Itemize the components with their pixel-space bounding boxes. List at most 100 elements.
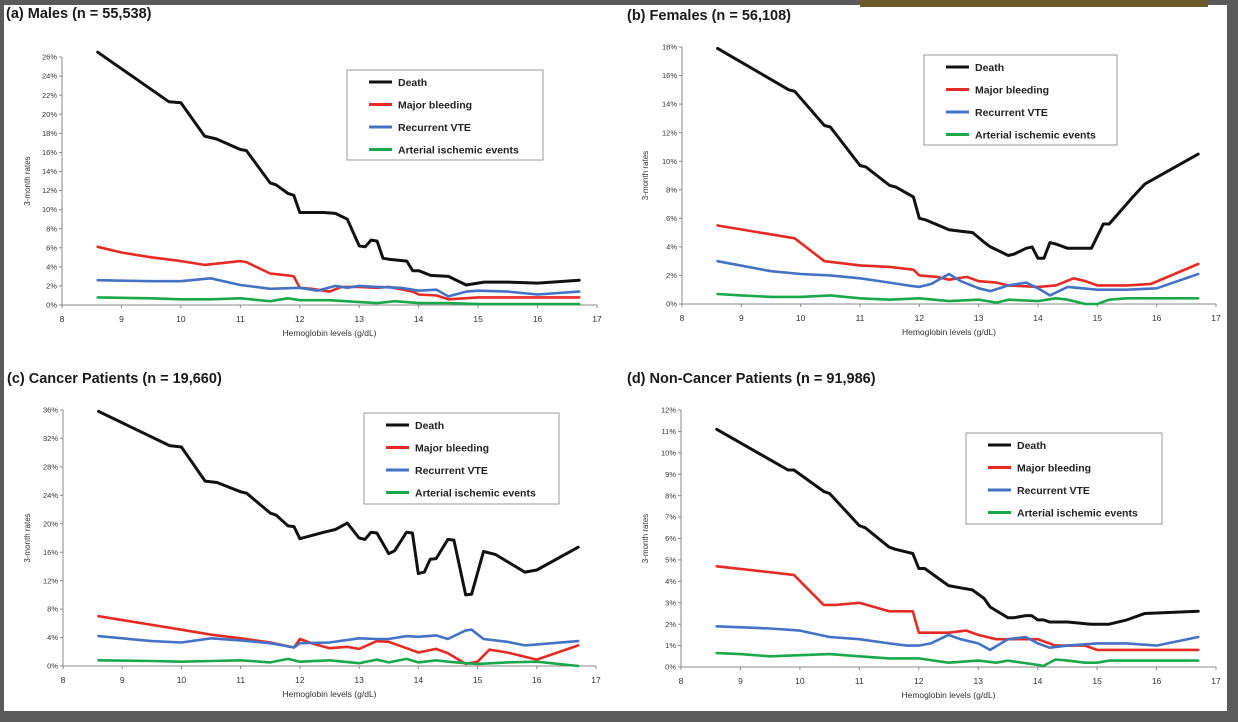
chart-c: 0% 4% 8% 12% 16% 20% 24% 28% 32% 36% 8 9 10 11 12 13 14 1… bbox=[23, 406, 601, 699]
series-line-recurrent-vte-d bbox=[715, 624, 1200, 652]
x-tick-label-b: 13 bbox=[974, 313, 984, 323]
y-tick-label-c: 24% bbox=[43, 491, 58, 500]
series-line-recurrent-vte-b bbox=[716, 259, 1200, 297]
x-axis-label-c: Hemoglobin levels (g/dL) bbox=[282, 689, 376, 699]
y-tick-label-c: 8% bbox=[47, 605, 58, 614]
legend-label-arterial-ischemic-events-a: Arterial ischemic events bbox=[398, 144, 519, 156]
legend-label-death-d: Death bbox=[1017, 440, 1046, 452]
x-tick-label-c: 12 bbox=[295, 675, 305, 685]
x-tick-label-b: 11 bbox=[856, 313, 865, 323]
y-tick-label-c: 4% bbox=[47, 633, 58, 642]
y-tick-label-c: 12% bbox=[43, 576, 58, 585]
series-line-arterial-ischemic-events-c bbox=[97, 657, 580, 668]
x-tick-label-c: 8 bbox=[61, 675, 66, 685]
y-axis-label-b: 3-month rates bbox=[641, 151, 650, 200]
y-tick-label-d: 0% bbox=[665, 663, 676, 672]
y-tick-label-a: 14% bbox=[42, 167, 57, 176]
x-tick-label-b: 14 bbox=[1033, 313, 1043, 323]
x-tick-label-c: 16 bbox=[532, 675, 542, 685]
y-tick-label-a: 24% bbox=[42, 72, 57, 81]
legend-label-major-bleeding-b: Major bleeding bbox=[975, 84, 1049, 96]
chart-b: 0% 2% 4% 6% 8% 10% 12% 14% 16% 18% 8 9 10 11 12 13 14 15 1… bbox=[641, 43, 1221, 337]
legend-label-major-bleeding-a: Major bleeding bbox=[398, 99, 472, 111]
legend-label-major-bleeding-d: Major bleeding bbox=[1017, 462, 1091, 474]
x-axis-label-a: Hemoglobin levels (g/dL) bbox=[282, 328, 376, 338]
x-tick-label-a: 10 bbox=[176, 314, 186, 324]
y-axis-label-a: 3-month rates bbox=[23, 156, 32, 205]
y-tick-label-d: 6% bbox=[665, 534, 676, 543]
x-tick-label-c: 11 bbox=[236, 675, 245, 685]
y-tick-label-a: 8% bbox=[46, 224, 57, 233]
y-tick-label-b: 18% bbox=[662, 43, 677, 52]
y-tick-label-d: 9% bbox=[665, 470, 676, 479]
y-tick-label-b: 14% bbox=[662, 100, 677, 109]
y-tick-label-c: 28% bbox=[43, 462, 58, 471]
x-tick-label-d: 17 bbox=[1211, 676, 1221, 686]
series-line-recurrent-vte-a bbox=[96, 276, 581, 298]
series-line-major-bleeding-d bbox=[715, 564, 1200, 652]
x-tick-label-a: 14 bbox=[414, 314, 424, 324]
y-tick-label-c: 16% bbox=[43, 548, 58, 557]
y-tick-label-a: 2% bbox=[46, 282, 57, 291]
legend-box-d bbox=[965, 432, 1163, 525]
y-tick-label-d: 2% bbox=[665, 620, 676, 629]
x-tick-label-a: 8 bbox=[60, 314, 65, 324]
x-tick-label-d: 12 bbox=[914, 676, 924, 686]
y-tick-label-a: 12% bbox=[42, 186, 57, 195]
series-line-recurrent-vte-c bbox=[97, 628, 580, 649]
y-tick-label-a: 4% bbox=[46, 262, 57, 271]
y-tick-label-d: 3% bbox=[665, 598, 676, 607]
x-tick-label-a: 15 bbox=[473, 314, 483, 324]
series-line-arterial-ischemic-events-b bbox=[716, 292, 1200, 306]
x-tick-label-d: 16 bbox=[1152, 676, 1162, 686]
x-tick-label-c: 14 bbox=[414, 675, 424, 685]
y-tick-label-a: 22% bbox=[42, 91, 57, 100]
y-axis-label-d: 3-month rates bbox=[641, 514, 650, 563]
y-tick-label-b: 8% bbox=[666, 185, 677, 194]
y-tick-label-a: 18% bbox=[42, 129, 57, 138]
x-axis-label-b: Hemoglobin levels (g/dL) bbox=[902, 327, 996, 337]
x-tick-label-c: 17 bbox=[591, 675, 601, 685]
legend-label-arterial-ischemic-events-d: Arterial ischemic events bbox=[1017, 507, 1138, 519]
y-tick-label-a: 16% bbox=[42, 148, 57, 157]
panel-a-title: (a) Males (n = 55,538) bbox=[6, 6, 152, 22]
y-tick-label-b: 12% bbox=[662, 128, 677, 137]
x-tick-label-a: 12 bbox=[295, 314, 305, 324]
y-tick-label-b: 2% bbox=[666, 271, 677, 280]
legend-d: Death Major bleeding Recurrent VTE Arterial… bbox=[965, 432, 1163, 525]
legend-label-death-c: Death bbox=[415, 420, 444, 432]
series-line-death-c bbox=[97, 409, 580, 597]
x-axis-label-d: Hemoglobin levels (g/dL) bbox=[901, 690, 995, 700]
legend-label-recurrent-vte-a: Recurrent VTE bbox=[398, 122, 471, 134]
x-tick-label-a: 11 bbox=[236, 314, 245, 324]
legend-label-recurrent-vte-b: Recurrent VTE bbox=[975, 107, 1048, 119]
x-tick-label-a: 17 bbox=[592, 314, 602, 324]
x-tick-label-d: 15 bbox=[1092, 676, 1102, 686]
series-line-arterial-ischemic-events-d bbox=[715, 651, 1200, 668]
y-tick-label-d: 10% bbox=[661, 448, 676, 457]
y-axis-label-c: 3-month rates bbox=[23, 513, 32, 562]
x-tick-label-b: 12 bbox=[915, 313, 925, 323]
panel-d-title: (d) Non-Cancer Patients (n = 91,986) bbox=[627, 371, 876, 387]
y-tick-label-a: 20% bbox=[42, 110, 57, 119]
chart-d: 0% 1% 2% 3% 4% 5% 6% 7% 8% 9% 10% 11% 12% 8 9 10 11 12 13 1… bbox=[641, 406, 1221, 700]
series-line-major-bleeding-a bbox=[96, 245, 581, 301]
legend-b: Death Major bleeding Recurrent VTE Arterial… bbox=[923, 54, 1118, 146]
legend-box-b bbox=[923, 54, 1118, 146]
x-tick-label-c: 10 bbox=[177, 675, 187, 685]
x-tick-label-d: 13 bbox=[973, 676, 983, 686]
y-tick-label-c: 0% bbox=[47, 662, 58, 671]
y-tick-label-b: 4% bbox=[666, 242, 677, 251]
series-line-death-b bbox=[716, 46, 1200, 260]
y-tick-label-c: 20% bbox=[43, 519, 58, 528]
legend-label-arterial-ischemic-events-c: Arterial ischemic events bbox=[415, 487, 536, 499]
x-tick-label-a: 9 bbox=[119, 314, 124, 324]
y-tick-label-d: 5% bbox=[665, 556, 676, 565]
legend-box-a bbox=[346, 69, 544, 161]
chart-a: 0% 2% 4% 6% 8% 10% 12% 14% 16% 18% 20% 22% 24% 26% 8 9 1… bbox=[23, 50, 602, 338]
y-tick-label-b: 16% bbox=[662, 71, 677, 80]
y-tick-label-c: 32% bbox=[43, 434, 58, 443]
legend-c: Death Major bleeding Recurrent VTE Arterial… bbox=[363, 412, 560, 505]
series-line-arterial-ischemic-events-a bbox=[96, 296, 581, 306]
